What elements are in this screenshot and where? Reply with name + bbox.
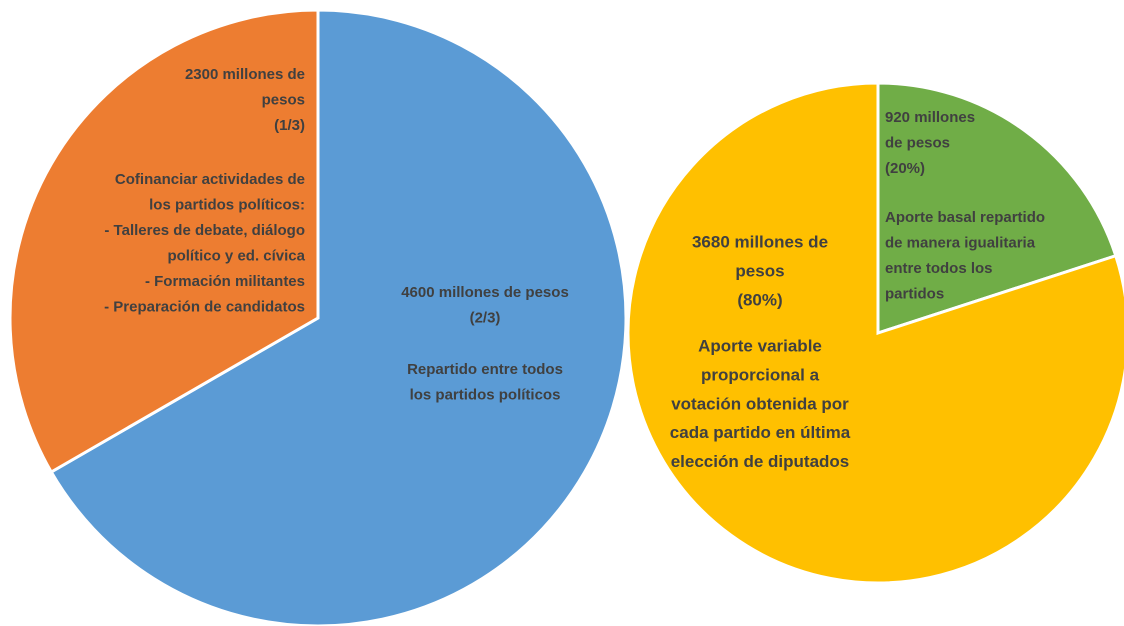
pie-slice xyxy=(8,8,320,475)
slice-label: elección de diputados xyxy=(671,452,850,471)
slice-label: votación obtenida por xyxy=(671,394,849,413)
slice-label: (1/3) xyxy=(274,117,305,134)
slice-label: 3680 millones de xyxy=(692,232,828,251)
slice-label: partidos xyxy=(885,285,944,302)
slice-label: pesos xyxy=(262,91,305,108)
pie-slice xyxy=(876,81,1118,336)
slice-label: entre todos los xyxy=(885,260,993,277)
pie-slice xyxy=(626,81,1124,585)
slice-label: Cofinanciar actividades de xyxy=(115,171,305,188)
slice-label: (80%) xyxy=(737,290,782,309)
slice-label: los partidos políticos: xyxy=(149,196,305,213)
slice-label: Aporte variable xyxy=(698,336,822,355)
slice-label: pesos xyxy=(735,261,784,280)
slice-label: de manera igualitaria xyxy=(885,234,1036,251)
slice-label: (20%) xyxy=(885,160,925,177)
slice-label: los partidos políticos xyxy=(410,386,561,403)
slice-label: 4600 millones de pesos xyxy=(401,284,569,301)
slice-label: (2/3) xyxy=(470,309,501,326)
pie-slice xyxy=(49,8,628,626)
slice-label: cada partido en última xyxy=(670,423,851,442)
slice-label: - Talleres de debate, diálogo xyxy=(104,222,305,239)
slice-label: Aporte basal repartido xyxy=(885,209,1045,226)
slice-label: 920 millones xyxy=(885,109,975,126)
slice-label: Repartido entre todos xyxy=(407,361,563,378)
slice-label: proporcional a xyxy=(701,365,820,384)
slice-label: - Preparación de candidatos xyxy=(104,298,305,315)
slice-label: de pesos xyxy=(885,134,950,151)
slice-label: 2300 millones de xyxy=(185,66,305,83)
slice-label: - Formación militantes xyxy=(145,273,305,290)
slice-label: político y ed. cívica xyxy=(167,247,305,264)
